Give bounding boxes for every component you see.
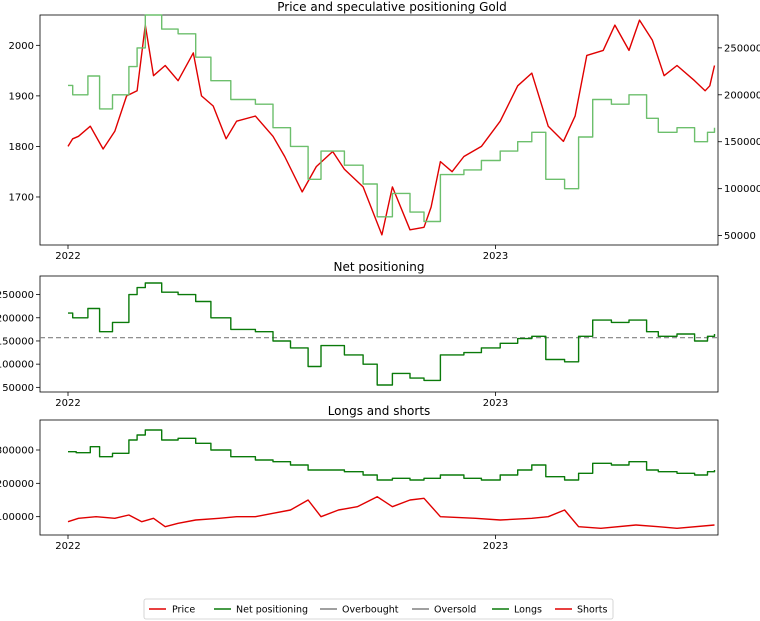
y-right-tick-label: 200000: [724, 90, 760, 101]
y-tick-label: 250000: [0, 290, 34, 301]
y-right-tick-label: 150000: [724, 137, 760, 148]
y-tick-label: 50000: [2, 383, 34, 394]
y-right-tick-label: 100000: [724, 184, 760, 195]
x-tick-label: 2023: [483, 251, 508, 262]
y-tick-label: 1900: [9, 91, 34, 102]
y-tick-label: 1700: [9, 192, 34, 203]
legend: Price Net positioning Overbought Oversol…: [143, 598, 614, 620]
series-line-longs: [68, 14, 716, 223]
y-tick-label: 150000: [0, 336, 34, 347]
y-right-tick-label: 250000: [724, 43, 760, 54]
x-tick-label: 2023: [483, 541, 508, 552]
plot-frame-longs-shorts: [39, 419, 719, 536]
series-line-shorts: [67, 496, 715, 529]
plot-frame-price: [39, 14, 719, 246]
x-tick-label: 2022: [55, 398, 80, 409]
y-tick-label: 1800: [9, 142, 34, 153]
y-tick-label: 100000: [0, 360, 34, 371]
legend-label-net-positioning: Net positioning: [236, 605, 308, 616]
series-line-longs: [68, 429, 716, 481]
x-tick-label: 2022: [55, 251, 80, 262]
chart-net-positioning: Net positioning: [39, 260, 719, 393]
series-line-price: [67, 19, 716, 236]
plot-area-price: 2022 2023 1700 1800 1900 2000 50000 100000 15000…: [9, 14, 760, 262]
legend-label-shorts: Shorts: [577, 605, 607, 616]
y-tick-label: 2000: [9, 41, 34, 52]
chart-title-net: Net positioning: [334, 260, 425, 274]
legend-label-oversold: Oversold: [434, 605, 476, 616]
x-tick-label: 2023: [483, 398, 508, 409]
plot-frame-net: [39, 275, 719, 393]
legend-label-overbought: Overbought: [342, 605, 399, 616]
legend-label-price: Price: [172, 605, 195, 616]
y-tick-label: 100000: [0, 512, 34, 523]
chart-title-longs-shorts: Longs and shorts: [328, 404, 431, 418]
legend-label-longs: Longs: [514, 605, 542, 616]
chart-title-price: Price and speculative positioning Gold: [277, 0, 506, 14]
chart-price-positioning: Price and speculative positioning Gold: [39, 0, 719, 246]
plot-area-net: 2022 2023 50000 100000 150000 200000 250000: [0, 282, 718, 409]
legend-frame: [143, 598, 614, 620]
chart-longs-shorts: Longs and shorts: [39, 404, 719, 536]
y-right-tick-label: 50000: [724, 231, 756, 242]
series-line-net-positioning: [68, 282, 716, 386]
y-tick-label: 200000: [0, 313, 34, 324]
y-tick-label: 200000: [0, 479, 34, 490]
x-tick-label: 2022: [55, 541, 80, 552]
